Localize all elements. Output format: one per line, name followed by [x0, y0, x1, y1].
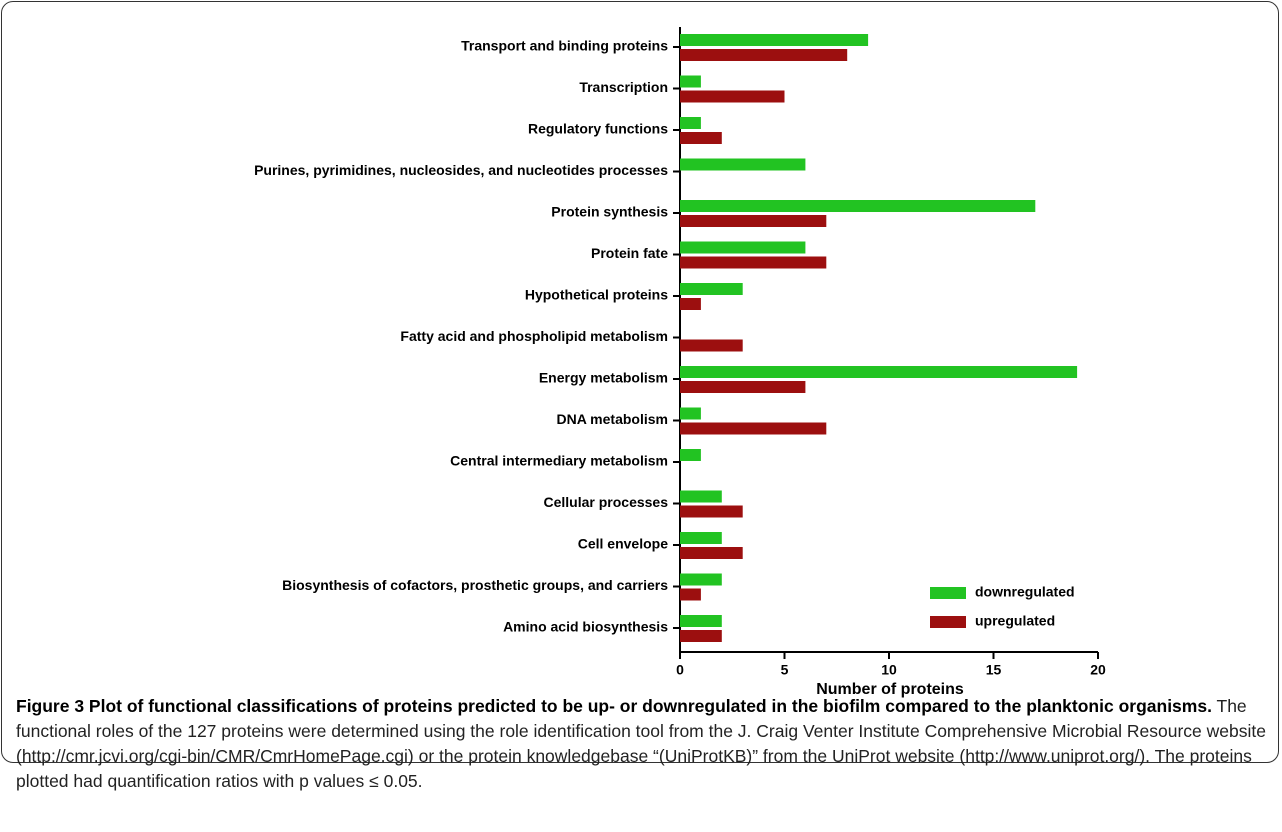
y-tick-label: Energy metabolism: [539, 370, 668, 386]
caption: Figure 3 Plot of functional classificati…: [16, 694, 1272, 794]
bar: [680, 532, 722, 544]
bar: [680, 490, 722, 503]
bar: [680, 283, 743, 295]
bar: [680, 34, 869, 46]
bar: [680, 117, 701, 129]
bar: [680, 588, 701, 601]
y-tick-label: Fatty acid and phospholipid metabolism: [400, 328, 668, 344]
bar: [680, 449, 701, 461]
bar: [680, 75, 701, 88]
y-tick-label: Central intermediary metabolism: [450, 453, 668, 469]
x-tick-label: 20: [1090, 662, 1106, 678]
y-tick-label: Amino acid biosynthesis: [503, 619, 668, 635]
y-tick-label: Transcription: [579, 79, 668, 95]
y-tick-label: Biosynthesis of cofactors, prosthetic gr…: [282, 577, 668, 593]
bar: [680, 200, 1036, 212]
y-tick-label: Protein fate: [591, 245, 668, 261]
bar: [680, 381, 806, 393]
y-tick-label: Purines, pyrimidines, nucleosides, and n…: [254, 162, 668, 178]
caption-title: Figure 3 Plot of functional classificati…: [16, 696, 1212, 716]
legend-label: downregulated: [975, 584, 1075, 600]
y-tick-label: Protein synthesis: [551, 204, 668, 220]
y-tick-label: Transport and binding proteins: [461, 38, 668, 54]
bar: [680, 49, 848, 61]
x-tick-label: 15: [986, 662, 1002, 678]
y-tick-label: Cell envelope: [578, 536, 668, 552]
bar: [680, 422, 827, 435]
x-tick-label: 10: [881, 662, 897, 678]
bar: [680, 90, 785, 103]
legend-swatch: [930, 616, 966, 628]
legend-label: upregulated: [975, 613, 1055, 629]
bar: [680, 132, 722, 144]
bar: [680, 298, 701, 310]
bar: [680, 256, 827, 269]
bar: [680, 547, 743, 559]
bar: [680, 407, 701, 420]
bar: [680, 366, 1078, 378]
y-tick-label: Hypothetical proteins: [525, 287, 668, 303]
figure-frame: [1, 1, 1279, 763]
bar: [680, 505, 743, 518]
chart: Number of proteins 0 5 10 15 20 Transport and…: [254, 27, 1106, 698]
x-tick-label: 0: [676, 662, 684, 678]
y-tick-label: Cellular processes: [543, 494, 668, 510]
bar: [680, 573, 722, 586]
bar: [680, 630, 722, 642]
caption-text: The functional roles of the 127 proteins…: [16, 696, 1266, 791]
x-axis-label: Number of proteins: [816, 681, 964, 698]
x-tick-label: 5: [781, 662, 789, 678]
legend-swatch: [930, 587, 966, 599]
y-tick-label: Regulatory functions: [528, 121, 668, 137]
bar: [680, 158, 806, 171]
bar: [680, 339, 743, 352]
bar: [680, 615, 722, 627]
y-tick-label: DNA metabolism: [556, 411, 668, 427]
bar: [680, 215, 827, 227]
bar: [680, 241, 806, 254]
